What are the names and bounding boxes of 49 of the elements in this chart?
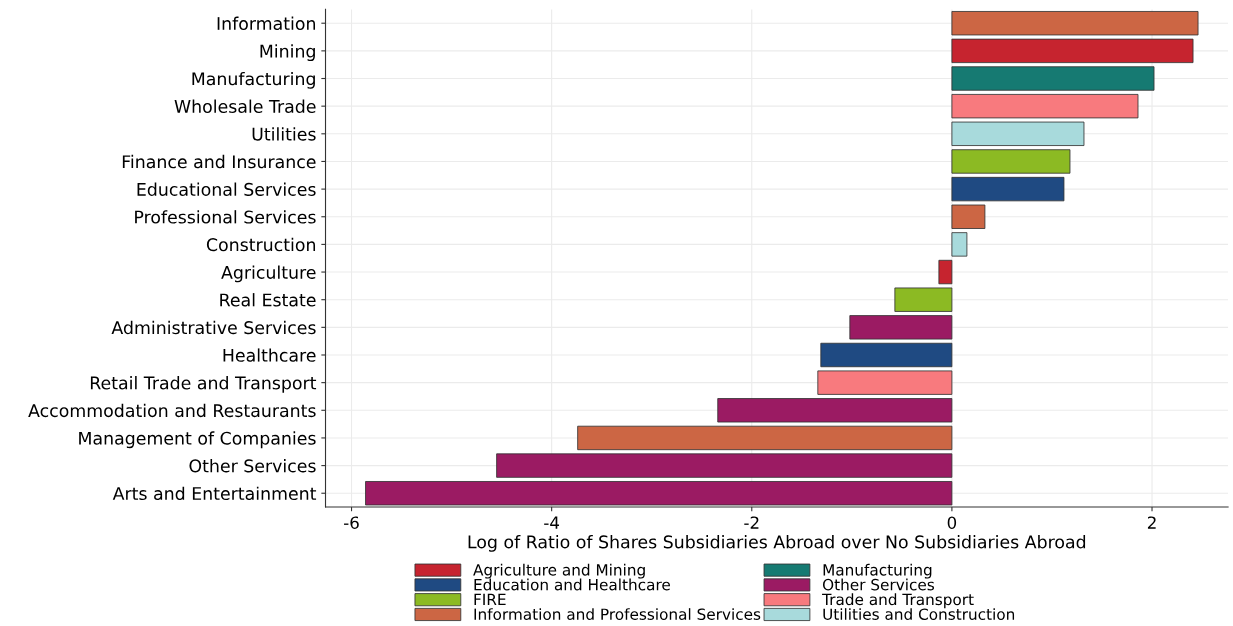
y-tick-label: Utilities [252, 127, 316, 141]
bar [717, 398, 953, 423]
bar [496, 453, 953, 478]
y-tick-label: Retail Trade and Transport [90, 376, 317, 393]
y-tick-label: Wholesale Trade [174, 99, 316, 113]
bar [577, 425, 953, 451]
y-tick-label: Educational Services [137, 182, 316, 196]
y-tick-label: Mining [260, 44, 315, 62]
y-tick-label: Arts and Entertainment [112, 486, 317, 501]
bar [951, 232, 968, 257]
legend-label: Other Services [822, 578, 935, 591]
bar [820, 342, 953, 368]
legend-label: Manufacturing [823, 563, 932, 579]
legend-label: FIRE [474, 593, 506, 605]
bar [938, 259, 953, 285]
bar [951, 11, 1199, 36]
y-tick-label: Information [217, 16, 316, 31]
legend-label: Trade and Transport [822, 593, 974, 609]
y-tick-label: Agriculture [221, 265, 316, 283]
bar [817, 370, 953, 395]
y-tick-label: Other Services [189, 458, 316, 473]
bar [951, 93, 1139, 119]
bar [951, 149, 1071, 174]
bar [951, 66, 1155, 91]
x-tick-label: -6 [344, 516, 359, 529]
x-tick-label: 2 [1147, 516, 1156, 529]
y-tick-label: Healthcare [223, 348, 316, 362]
y-tick-label: Construction [206, 237, 316, 252]
y-tick-label: Management of Companies [79, 431, 316, 449]
legend-label: Education and Healthcare [474, 578, 670, 591]
bar [951, 204, 986, 229]
y-tick-label: Accommodation and Restaurants [28, 403, 316, 418]
y-tick-label: Finance and Insurance [122, 154, 316, 169]
legend-label: Information and Professional Services [474, 608, 761, 620]
x-tick-label: -4 [544, 516, 560, 529]
x-axis-title: Log of Ratio of Shares Subsidiaries Abroad over No Subsidiaries Abroad [468, 535, 1086, 552]
bar [951, 121, 1085, 146]
bar [951, 38, 1194, 64]
x-tick-label: 0 [947, 516, 957, 529]
bar [951, 176, 1065, 202]
y-tick-label: Manufacturing [192, 71, 315, 89]
bar [894, 287, 953, 312]
x-tick-label: -2 [744, 516, 759, 529]
legend-label: Utilities and Construction [823, 608, 1015, 620]
bar [849, 315, 953, 340]
y-tick-label: Real Estate [220, 293, 316, 307]
legend-label: Agriculture and Mining [473, 563, 645, 579]
y-tick-label: Administrative Services [111, 320, 316, 335]
y-tick-label: Professional Services [135, 210, 316, 224]
